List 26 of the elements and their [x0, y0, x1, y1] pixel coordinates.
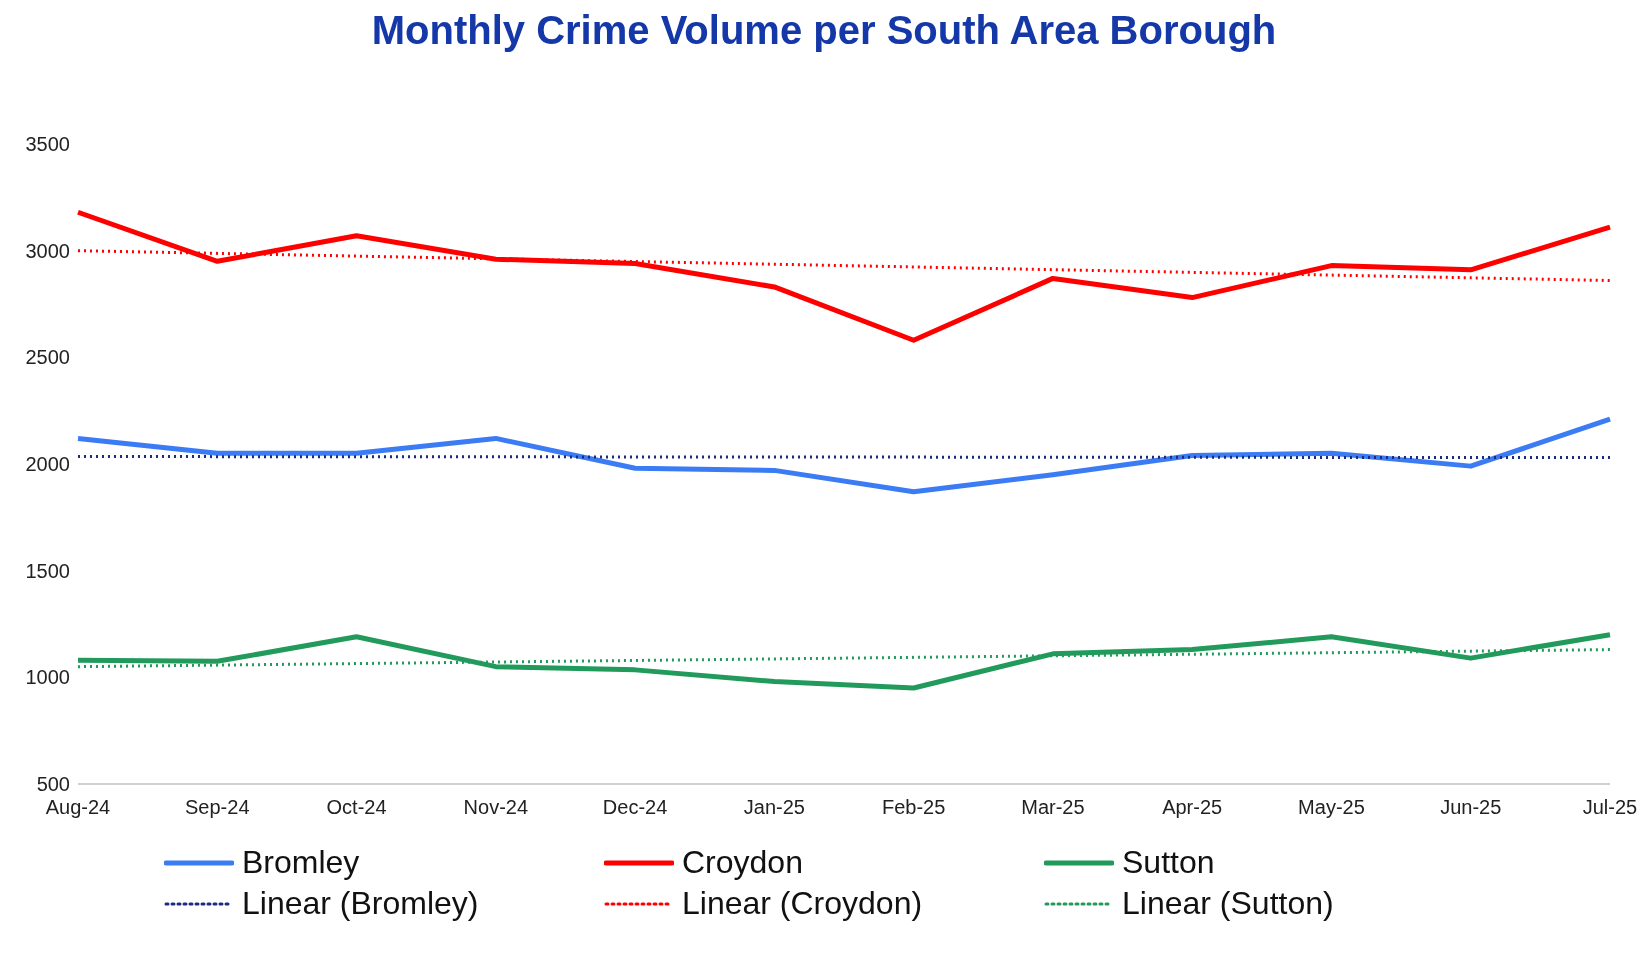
y-tick-label: 500 [36, 773, 70, 796]
x-tick-label: Nov-24 [463, 796, 529, 819]
legend-label: Bromley [242, 844, 360, 881]
x-tick-label: Jun-25 [1440, 796, 1502, 819]
x-tick-label: Jan-25 [743, 796, 805, 819]
x-tick-label: Jul-25 [1582, 796, 1638, 819]
legend-label: Croydon [682, 844, 803, 881]
y-tick-label: 2000 [25, 453, 70, 476]
y-tick-label: 1000 [25, 666, 70, 689]
x-tick-label: Oct-24 [326, 796, 387, 819]
legend-label: Linear (Bromley) [242, 885, 479, 922]
x-tick-label: Sep-24 [185, 796, 250, 819]
x-tick-label: Mar-25 [1021, 796, 1085, 819]
y-tick-label: 1500 [25, 559, 70, 582]
x-tick-label: Aug-24 [45, 796, 111, 819]
y-tick-label: 3000 [25, 239, 70, 262]
x-tick-label: Apr-25 [1162, 796, 1223, 819]
x-tick-label: May-25 [1298, 796, 1365, 819]
x-tick-label: Dec-24 [602, 796, 668, 819]
legend-label: Linear (Croydon) [682, 885, 923, 922]
chart-title: Monthly Crime Volume per South Area Borough [370, 8, 1278, 54]
y-tick-label: 2500 [25, 346, 70, 369]
legend-label: Linear (Sutton) [1122, 885, 1334, 922]
y-tick-label: 3500 [25, 133, 70, 156]
x-tick-label: Feb-25 [881, 796, 946, 819]
legend-label: Sutton [1122, 844, 1215, 881]
